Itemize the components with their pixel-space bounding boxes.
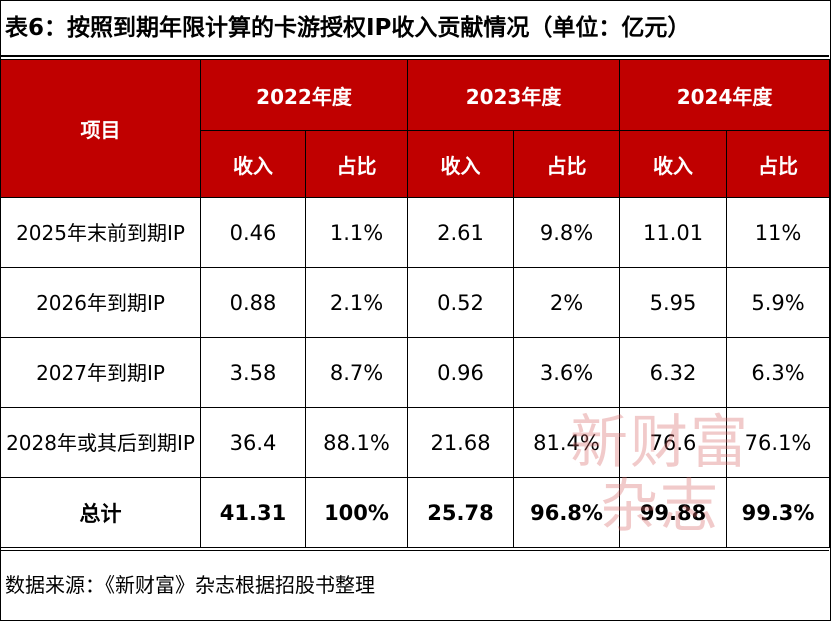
- cell: 6.3%: [726, 337, 831, 408]
- table-title: 表6：按照到期年限计算的卡游授权IP收入贡献情况（单位：亿元）: [0, 0, 829, 57]
- cell: 6.32: [619, 337, 728, 408]
- revenue-table: 项目 2022年度 2023年度 2024年度 收入 占比 收入 占比 收入 占…: [0, 59, 831, 548]
- cell: 0.96: [407, 337, 515, 408]
- cell: 0.46: [200, 197, 306, 268]
- header-row-metrics: 收入 占比 收入 占比 收入 占比: [1, 130, 831, 198]
- total-cell: 99.88: [619, 477, 728, 548]
- cell: 11%: [726, 197, 831, 268]
- cell: 76.6: [619, 407, 728, 478]
- cell: 8.7%: [304, 337, 409, 408]
- header-item: 项目: [0, 59, 201, 198]
- cell: 11.01: [619, 197, 728, 268]
- cell: 88.1%: [304, 407, 409, 478]
- table-row: 2027年到期IP 3.58 8.7% 0.96 3.6% 6.32 6.3%: [0, 337, 831, 408]
- cell: 2%: [513, 267, 621, 338]
- header-year-2022: 2022年度: [199, 59, 409, 131]
- total-cell: 96.8%: [513, 477, 621, 548]
- cell: 21.68: [407, 407, 515, 478]
- row-label: 2028年或其后到期IP: [0, 407, 201, 478]
- header-year-2024: 2024年度: [619, 59, 831, 131]
- row-label: 2027年到期IP: [0, 337, 201, 408]
- total-cell: 25.78: [407, 477, 515, 548]
- cell: 36.4: [200, 407, 306, 478]
- row-label: 2026年到期IP: [0, 267, 201, 338]
- cell: 3.58: [200, 337, 306, 408]
- header-revenue: 收入: [619, 130, 728, 198]
- total-cell: 41.31: [200, 477, 306, 548]
- header-share: 占比: [513, 130, 621, 198]
- cell: 9.8%: [513, 197, 621, 268]
- cell: 0.52: [407, 267, 515, 338]
- cell: 1.1%: [304, 197, 409, 268]
- cell: 2.1%: [304, 267, 409, 338]
- cell: 0.88: [200, 267, 306, 338]
- header-year-2023: 2023年度: [407, 59, 621, 131]
- cell: 5.9%: [726, 267, 831, 338]
- cell: 76.1%: [726, 407, 831, 478]
- cell: 2.61: [407, 197, 515, 268]
- cell: 81.4%: [513, 407, 621, 478]
- header-share: 占比: [726, 130, 831, 198]
- header-revenue: 收入: [407, 130, 515, 198]
- header-revenue: 收入: [200, 130, 306, 198]
- cell: 5.95: [619, 267, 728, 338]
- total-cell: 99.3%: [726, 477, 831, 548]
- row-label: 2025年末前到期IP: [0, 197, 201, 268]
- table-row: 2025年末前到期IP 0.46 1.1% 2.61 9.8% 11.01 11…: [0, 197, 831, 268]
- table-row: 2026年到期IP 0.88 2.1% 0.52 2% 5.95 5.9%: [0, 267, 831, 338]
- total-row: 总计 41.31 100% 25.78 96.8% 99.88 99.3%: [0, 477, 831, 548]
- total-cell: 100%: [304, 477, 409, 548]
- table-row: 2028年或其后到期IP 36.4 88.1% 21.68 81.4% 76.6…: [0, 407, 831, 478]
- total-label: 总计: [0, 477, 201, 548]
- cell: 3.6%: [513, 337, 621, 408]
- source-note: 数据来源：《新财富》杂志根据招股书整理: [0, 550, 829, 619]
- header-row-years: 项目 2022年度 2023年度 2024年度: [0, 59, 831, 198]
- header-share: 占比: [304, 130, 409, 198]
